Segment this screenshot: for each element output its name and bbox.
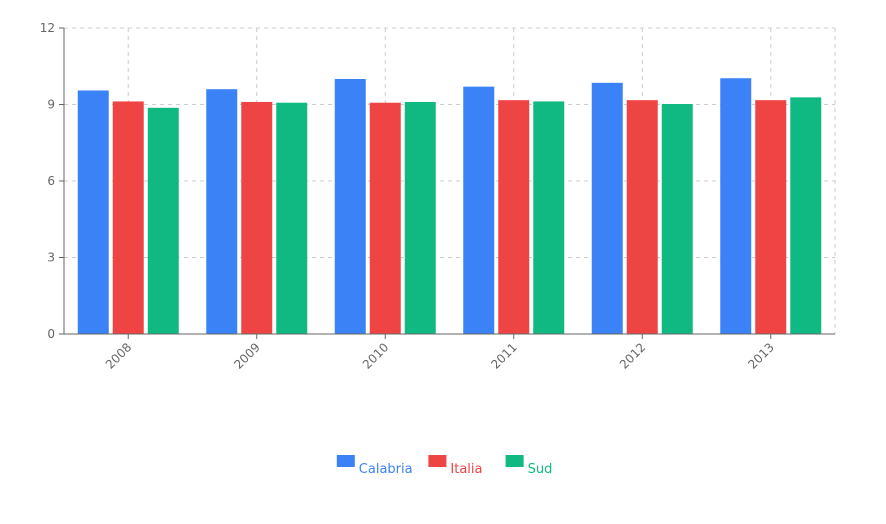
bar-calabria-2009[interactable] xyxy=(206,89,238,334)
legend[interactable]: Calabria Italia Sud xyxy=(336,455,553,477)
y-tick-label: 9 xyxy=(47,98,55,112)
legend-label: Calabria xyxy=(359,462,413,477)
bar-italia-2010[interactable] xyxy=(369,102,401,334)
legend-swatch xyxy=(505,455,524,467)
grid-lines xyxy=(64,27,836,334)
bars-group xyxy=(77,78,822,335)
legend-item-calabria[interactable]: Calabria xyxy=(336,455,413,477)
bar-calabria-2008[interactable] xyxy=(77,90,109,334)
bar-calabria-2012[interactable] xyxy=(591,82,623,334)
bar-sud-2012[interactable] xyxy=(661,103,693,335)
legend-swatch xyxy=(428,455,447,467)
y-tick-label: 12 xyxy=(40,21,55,35)
legend-item-italia[interactable]: Italia xyxy=(428,455,482,477)
bar-italia-2009[interactable] xyxy=(241,101,273,334)
legend-item-sud[interactable]: Sud xyxy=(505,455,553,477)
bar-italia-2012[interactable] xyxy=(626,100,658,334)
legend-swatch xyxy=(336,455,355,467)
bar-calabria-2011[interactable] xyxy=(463,86,495,335)
bar-sud-2011[interactable] xyxy=(533,101,565,334)
x-tick-label: 2013 xyxy=(745,340,776,371)
y-tick-label: 6 xyxy=(47,174,55,188)
bar-sud-2013[interactable] xyxy=(790,97,822,334)
y-tick-labels: 0 3 6 9 12 xyxy=(40,21,55,341)
y-tick-label: 0 xyxy=(47,327,55,341)
axes xyxy=(59,27,835,339)
bar-sud-2009[interactable] xyxy=(276,102,308,334)
x-tick-labels: 2008 2009 2010 2011 2012 2013 xyxy=(103,340,777,371)
legend-label: Sud xyxy=(528,462,553,477)
x-tick-label: 2012 xyxy=(617,340,648,371)
x-tick-label: 2010 xyxy=(360,340,391,371)
x-tick-label: 2008 xyxy=(103,340,134,371)
y-tick-label: 3 xyxy=(47,251,55,265)
bar-sud-2010[interactable] xyxy=(404,101,436,334)
bar-italia-2011[interactable] xyxy=(498,100,530,334)
bar-italia-2013[interactable] xyxy=(755,100,787,334)
bar-italia-2008[interactable] xyxy=(112,101,144,334)
legend-label: Italia xyxy=(450,462,482,477)
bar-calabria-2010[interactable] xyxy=(334,79,366,334)
bar-sud-2008[interactable] xyxy=(147,107,179,334)
bar-calabria-2013[interactable] xyxy=(720,78,752,334)
x-tick-label: 2011 xyxy=(488,340,519,371)
x-tick-label: 2009 xyxy=(231,340,262,371)
